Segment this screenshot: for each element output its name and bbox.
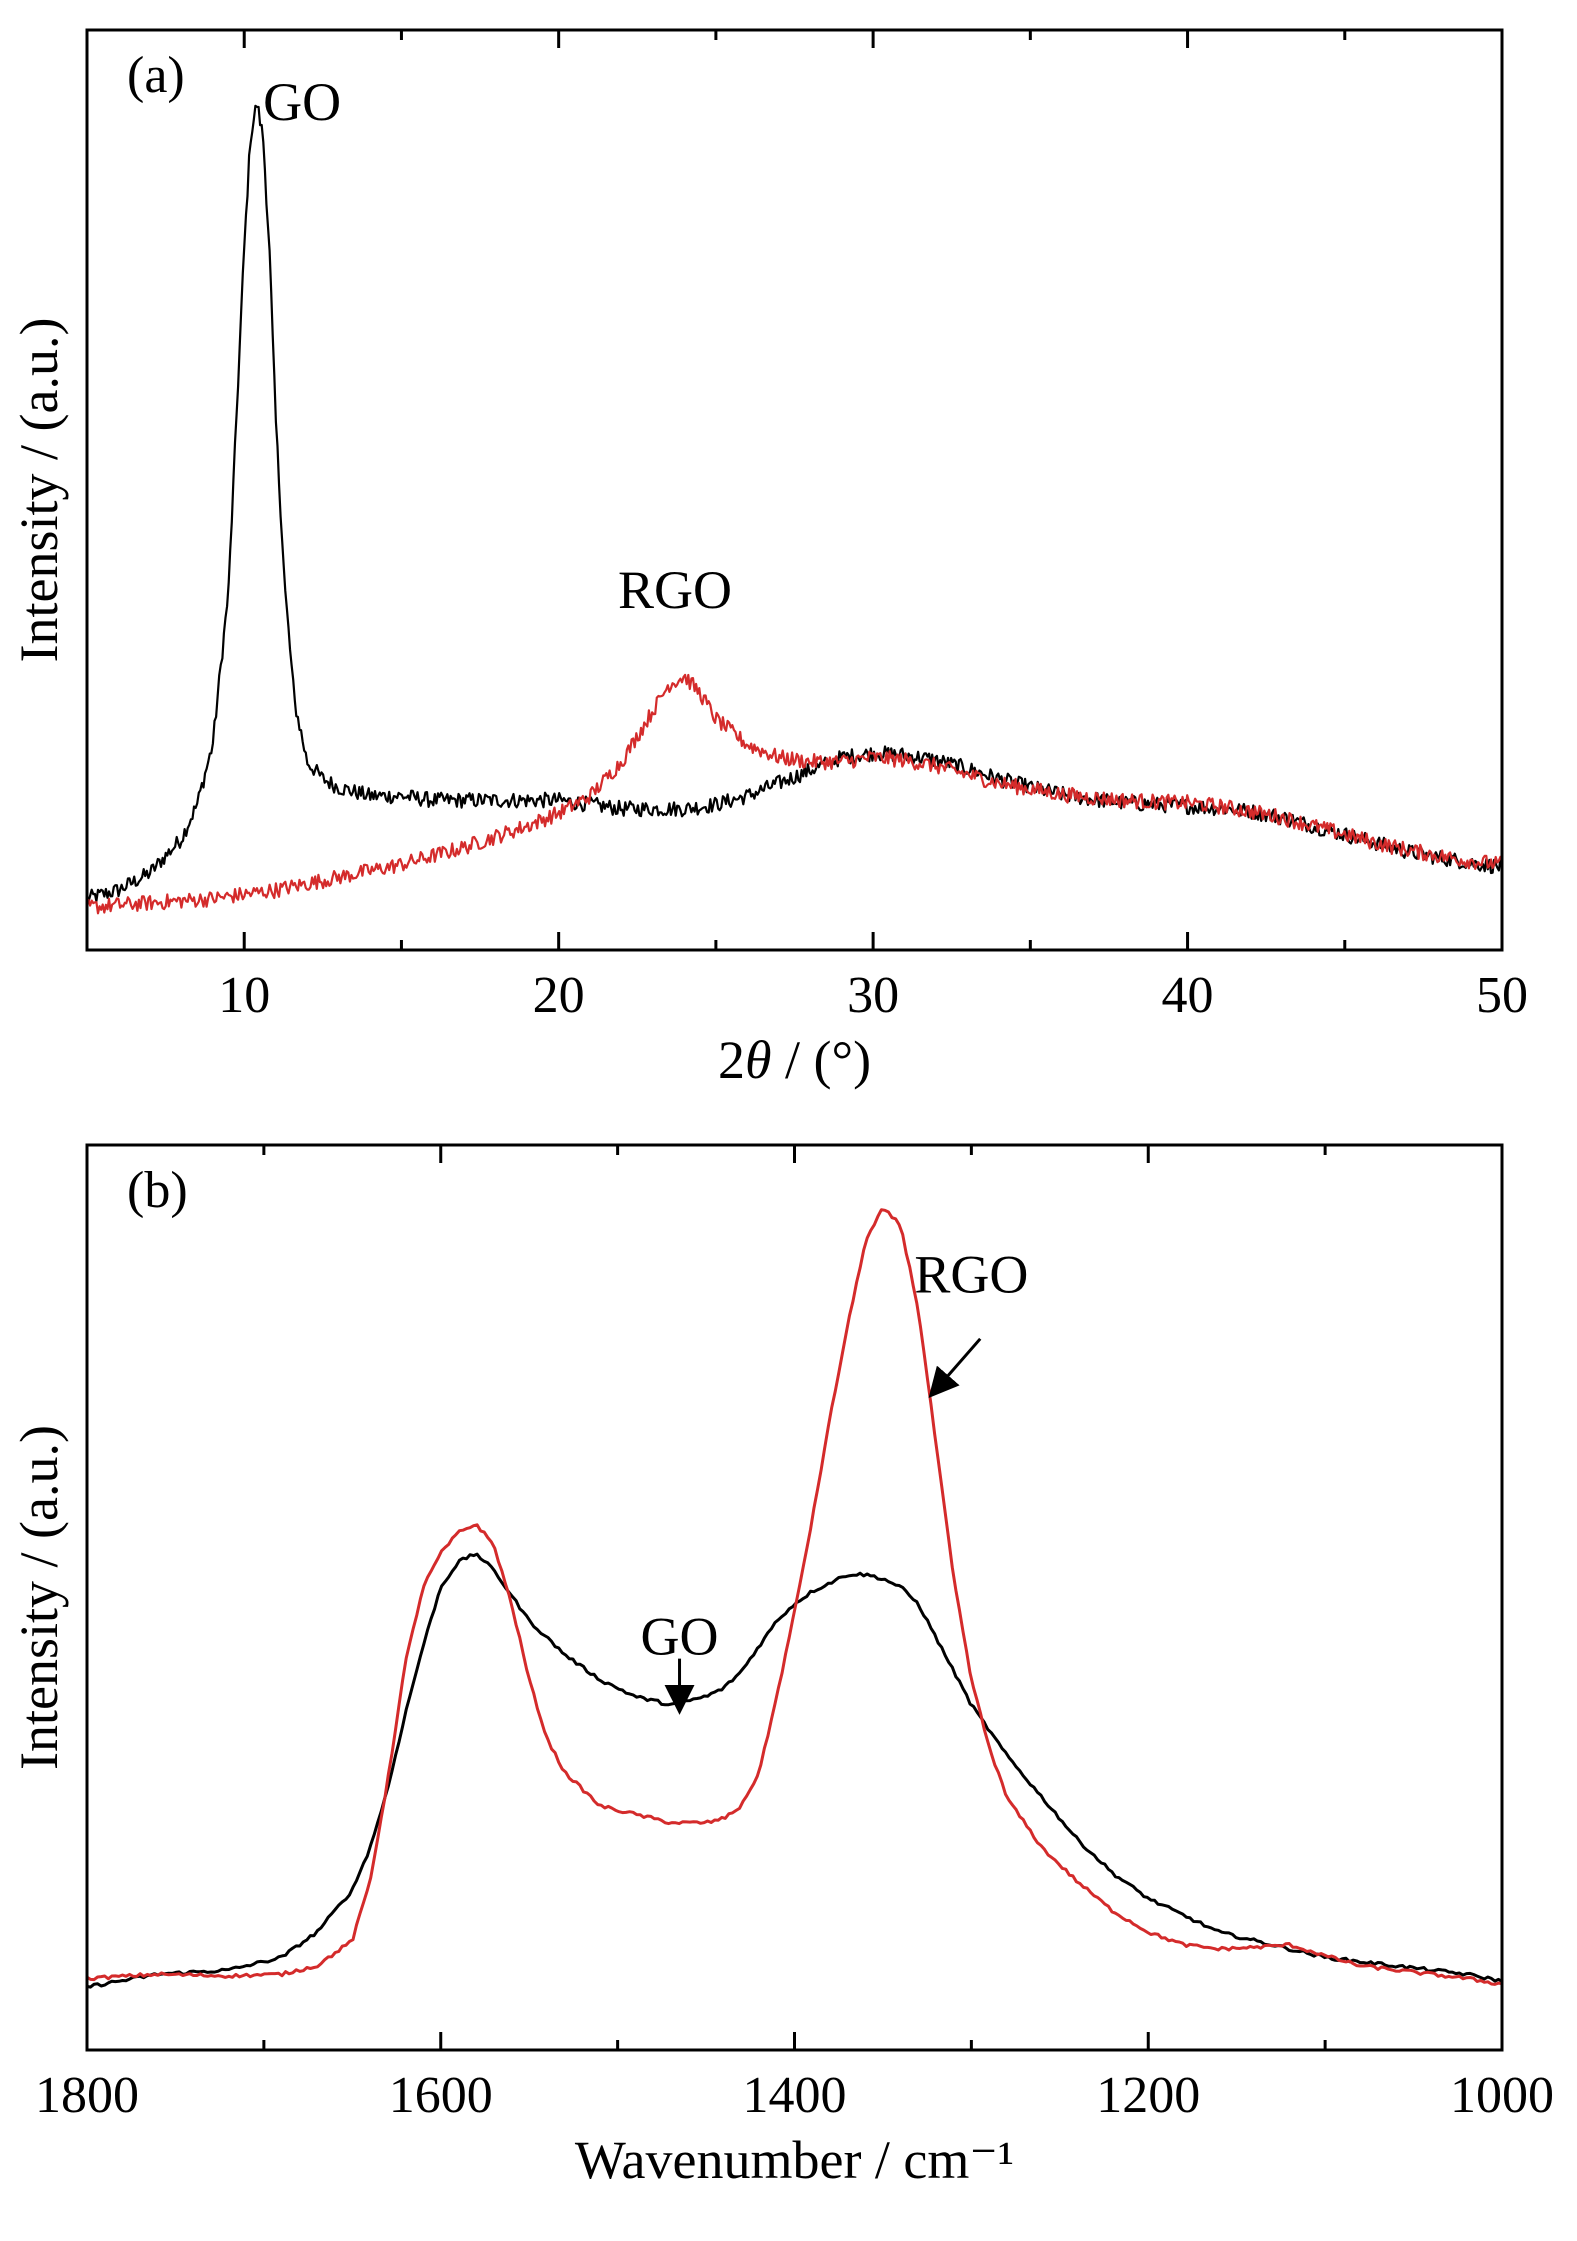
series-line-rgo <box>86 1208 1503 1986</box>
x-tick-label: 1800 <box>35 2067 139 2124</box>
x-tick-label: 1200 <box>1096 2067 1200 2124</box>
y-axis-label: Intensity / (a.u.) <box>9 1425 69 1770</box>
panel-b-raman-chart: 1800 1600 1400 1200 1000 (b) Intensity / (a.u.… <box>9 1143 1554 2190</box>
arrow-rgo <box>928 1337 982 1399</box>
x-tick-label: 30 <box>847 967 899 1024</box>
x-tick-label: 40 <box>1162 967 1214 1024</box>
x-tick-label: 10 <box>218 967 270 1024</box>
x-tick-label: 1600 <box>389 2067 493 2124</box>
x-axis-label: Wavenumber / cm⁻¹ <box>575 2130 1014 2190</box>
plot-frame <box>85 1143 1504 2052</box>
annotation-rgo: RGO <box>618 560 732 620</box>
annotation-go: GO <box>641 1606 719 1666</box>
series-line-go <box>86 1552 1503 1989</box>
x-tick-label: 20 <box>533 967 585 1024</box>
series-line-go <box>85 104 1504 903</box>
panel-a-xrd-chart: 10 20 30 40 50 (a) Intensity / (a.u.) 2θ / (°) G… <box>9 28 1528 1090</box>
x-tick-label: 50 <box>1476 967 1528 1024</box>
x-tick-label: 1000 <box>1450 2067 1554 2124</box>
x-axis-label: 2θ / (°) <box>718 1030 871 1090</box>
panel-label: (b) <box>127 1162 188 1219</box>
annotation-rgo: RGO <box>914 1245 1028 1305</box>
y-axis-label: Intensity / (a.u.) <box>9 318 69 663</box>
panel-label: (a) <box>127 47 185 104</box>
x-tick-label: 1400 <box>743 2067 847 2124</box>
annotation-go: GO <box>263 72 341 132</box>
plot-frame <box>85 28 1504 952</box>
series-line-rgo <box>87 673 1503 915</box>
